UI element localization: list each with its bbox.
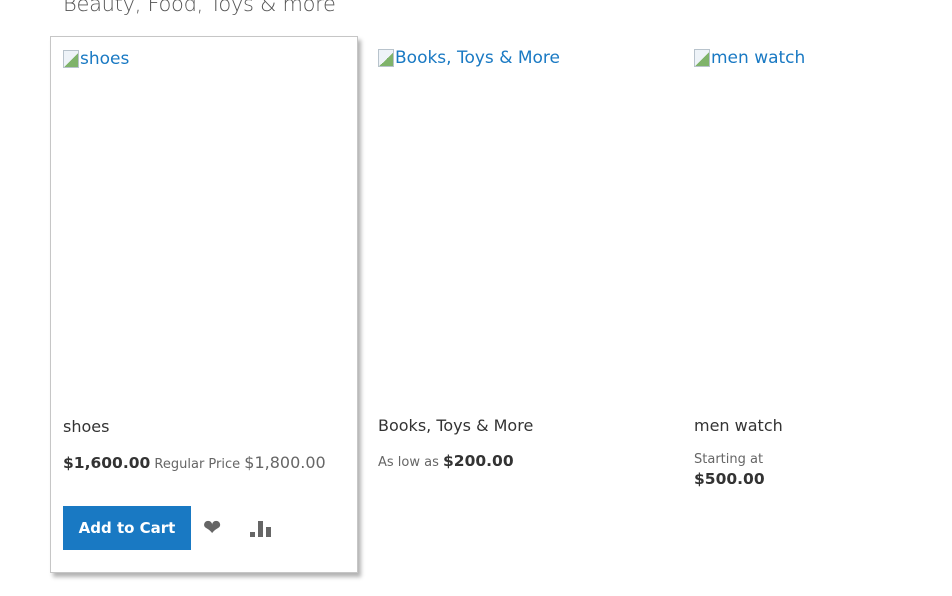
- image-alt-text: men watch: [711, 48, 806, 68]
- product-card-books: Books, Toys & More Books, Toys & More As…: [366, 36, 674, 573]
- broken-image-icon: [378, 49, 394, 67]
- heart-icon[interactable]: ❤: [203, 516, 222, 541]
- regular-price: $1,800.00: [244, 453, 326, 472]
- final-price: $1,600.00: [63, 454, 151, 472]
- product-card-watch: men watch men watch Starting at $500.00: [682, 36, 952, 573]
- price-box: As low as $200.00: [378, 452, 514, 470]
- price-box: $1,600.00 Regular Price $1,800.00: [63, 453, 326, 472]
- image-alt-text: shoes: [80, 49, 130, 69]
- product-name[interactable]: men watch: [694, 416, 783, 435]
- product-image-link[interactable]: men watch: [694, 48, 805, 68]
- price: $500.00: [694, 470, 765, 488]
- section-title: Beauty, Food, Toys & more: [63, 0, 336, 16]
- price-label: Starting at: [694, 452, 764, 467]
- image-alt-text: Books, Toys & More: [395, 48, 560, 68]
- product-image-link[interactable]: Books, Toys & More: [378, 48, 560, 68]
- regular-price-label: Regular Price: [154, 457, 241, 472]
- price-label: As low as: [378, 455, 439, 470]
- price: $200.00: [443, 452, 514, 470]
- product-name[interactable]: shoes: [63, 417, 110, 436]
- product-card-shoes: shoes shoes $1,600.00 Regular Price $1,8…: [50, 36, 358, 573]
- price-box: Starting at $500.00: [694, 452, 765, 488]
- broken-image-icon: [694, 49, 710, 67]
- product-image-link[interactable]: shoes: [63, 49, 129, 69]
- compare-bar-chart-icon[interactable]: [250, 521, 272, 537]
- broken-image-icon: [63, 50, 79, 68]
- product-name[interactable]: Books, Toys & More: [378, 416, 534, 435]
- add-to-cart-button[interactable]: Add to Cart: [63, 506, 191, 550]
